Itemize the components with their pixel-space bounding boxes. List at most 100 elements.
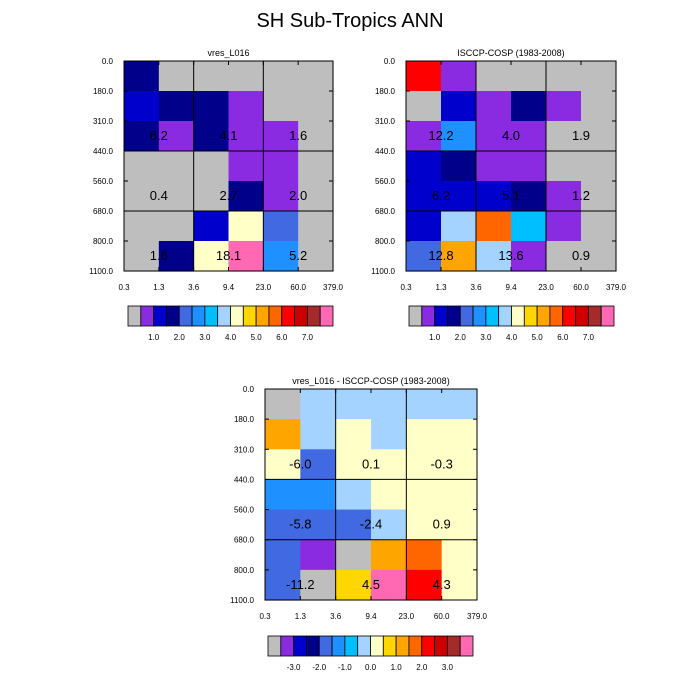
x-tick-label: 379.0: [606, 283, 627, 292]
x-tick-label: 23.0: [538, 283, 554, 292]
heatmap-cell: [511, 241, 547, 272]
colorbar-swatch: [306, 635, 320, 657]
heatmap-cell: [228, 181, 264, 212]
heatmap-cell: [228, 241, 264, 272]
heatmap-cell: [300, 509, 337, 541]
heatmap-cell: [441, 539, 478, 571]
colorbar-swatch: [280, 635, 295, 657]
heatmap-cell: [441, 121, 477, 152]
colorbar-3: -3.0 -2.0 -1.0 0.0 1.0 2.0 3.0: [267, 635, 474, 672]
colorbar-swatch: [217, 305, 231, 327]
heatmap-cell: [476, 211, 512, 242]
colorbar-swatch: [575, 305, 589, 327]
colorbar-label: 5.0: [532, 333, 544, 342]
y-tick-label: 310.0: [375, 117, 396, 126]
heatmap-cell: [476, 181, 512, 212]
heatmap-cell: [193, 121, 230, 152]
colorbar-label: 3.0: [442, 663, 454, 672]
x-tick-label: 379.0: [323, 283, 344, 292]
box-value-label: 2.0: [289, 188, 307, 203]
heatmap-cell: [406, 509, 443, 541]
heatmap-cell: [406, 181, 442, 212]
colorbar-swatch: [319, 305, 334, 327]
heatmap-cell: [441, 151, 477, 182]
x-tick-label: 1.3: [295, 612, 307, 621]
colorbar-swatch: [370, 635, 384, 657]
heatmap-cell: [193, 211, 230, 242]
heatmap-cell: [158, 121, 195, 152]
heatmap-cell: [298, 61, 334, 92]
heatmap-cell: [581, 121, 617, 152]
heatmap-cell: [406, 151, 442, 182]
colorbar-label: 4.0: [506, 333, 518, 342]
heatmap-cell: [476, 61, 512, 92]
colorbar-swatch: [498, 305, 512, 327]
heatmap-cell: [406, 479, 443, 511]
heatmap-cell: [581, 151, 617, 182]
box-value-label: -5.8: [289, 517, 311, 532]
heatmap-cell: [546, 91, 582, 122]
box-value-label: 1.6: [150, 248, 168, 263]
heatmap-cell: [406, 61, 442, 92]
heatmap-cell: [263, 151, 299, 182]
heatmap-cell: [263, 181, 299, 212]
heatmap-cell: [371, 389, 407, 420]
colorbar-swatch: [166, 305, 180, 327]
x-tick-label: 3.6: [188, 283, 200, 292]
x-tick-label: 0.3: [400, 283, 412, 292]
y-tick-label: 0.0: [384, 57, 396, 66]
box-value-label: 0.9: [572, 248, 590, 263]
colorbar-swatch: [344, 635, 359, 657]
y-tick-label: 800.0: [234, 566, 255, 575]
heatmap-cell: [298, 151, 334, 182]
box-value-label: 0.4: [150, 188, 168, 203]
heatmap-cell: [441, 211, 477, 242]
heatmap-cell: [265, 509, 301, 541]
heatmap-cell: [546, 151, 582, 182]
heatmap-cell: [265, 479, 301, 511]
y-tick-label: 560.0: [93, 177, 114, 186]
heatmap-cell: [124, 151, 160, 182]
colorbar-label: 1.0: [429, 333, 441, 342]
colorbar-swatch: [242, 305, 257, 327]
heatmap-cell: [193, 151, 230, 182]
colorbar-swatch: [204, 305, 219, 327]
heatmap-cell: [124, 91, 160, 122]
heatmap-cell: [441, 449, 478, 481]
heatmap-cell: [441, 241, 477, 272]
heatmap-cell: [511, 211, 547, 242]
colorbar-label: 2.0: [455, 333, 467, 342]
heatmap-cell: [228, 151, 264, 182]
y-tick-label: 680.0: [93, 207, 114, 216]
box-value-label: 6.2: [150, 128, 168, 143]
x-tick-label: 9.4: [223, 283, 235, 292]
colorbar-swatch: [382, 635, 397, 657]
heatmap-cell: [371, 569, 407, 601]
colorbar-swatch: [459, 305, 474, 327]
y-tick-label: 310.0: [93, 117, 114, 126]
box-value-label: 4.3: [433, 577, 451, 592]
heatmap-cell: [441, 61, 477, 92]
box-value-label: 4.1: [219, 128, 237, 143]
colorbar-swatch: [178, 305, 193, 327]
colorbar-2: 1.0 2.0 3.0 4.0 5.0 6.0 7.0: [408, 305, 615, 342]
colorbar-swatch: [153, 305, 167, 327]
heatmap-cell: [406, 449, 443, 481]
box-value-label: 1.9: [572, 128, 590, 143]
colorbar-label: -1.0: [338, 663, 352, 672]
x-tick-label: 3.6: [330, 612, 342, 621]
heatmap-cell: [193, 181, 230, 212]
heatmap-cell: [158, 181, 195, 212]
colorbar-swatch: [191, 305, 206, 327]
heatmap-cell: [476, 91, 512, 122]
heatmap-cell: [406, 419, 443, 450]
colorbar-swatch: [255, 305, 270, 327]
box-value-label: 0.1: [362, 456, 380, 471]
y-tick-label: 440.0: [93, 147, 114, 156]
colorbar-swatch: [421, 635, 435, 657]
heatmap-cell: [441, 569, 478, 601]
heatmap-cell: [581, 61, 617, 92]
box-value-label: 18.1: [216, 248, 241, 263]
heatmap-cell: [228, 121, 264, 152]
colorbar-swatch: [395, 635, 410, 657]
